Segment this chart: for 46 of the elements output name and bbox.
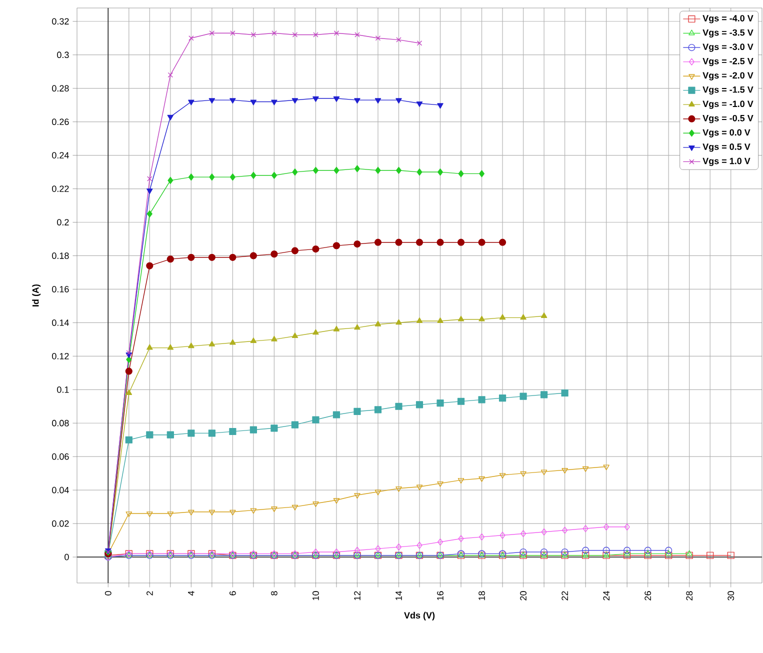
x-tick-label: 26 <box>644 591 652 600</box>
legend-label: Vgs = -3.0 V <box>702 44 754 52</box>
y-tick-label: 0.02 <box>52 520 69 527</box>
y-tick-label: 0 <box>64 554 69 560</box>
y-tick-label: 0.28 <box>52 85 69 92</box>
y-tick-label: 0.08 <box>52 420 69 426</box>
x-tick-label: 14 <box>396 591 402 600</box>
x-axis-title: Vds (V) <box>404 612 435 620</box>
x-tick-label: 20 <box>520 591 526 600</box>
x-tick-label: 2 <box>146 591 153 596</box>
y-tick-label: 0.04 <box>52 486 69 494</box>
y-tick-label: 0.3 <box>57 52 69 58</box>
x-tick-label: 18 <box>478 591 485 600</box>
x-tick-label: 30 <box>728 591 734 600</box>
y-axis-title: Id (A) <box>32 284 41 306</box>
y-tick-label: 0.22 <box>52 186 69 192</box>
legend-label: Vgs = 1.0 V <box>702 158 750 166</box>
x-tick-label: 22 <box>562 591 568 600</box>
legend-label: Vgs = 0.0 V <box>702 129 750 138</box>
x-tick-label: 10 <box>312 591 319 600</box>
legend-label: Vgs = -2.0 V <box>702 72 754 80</box>
x-tick-label: 24 <box>603 591 610 600</box>
x-tick-label: 0 <box>104 591 112 596</box>
y-tick-label: 0.2 <box>57 219 69 226</box>
legend-label: Vgs = -0.5 V <box>702 114 754 124</box>
x-tick-label: 4 <box>188 591 194 596</box>
y-tick-label: 0.06 <box>52 453 69 460</box>
y-tick-label: 0.14 <box>52 320 69 326</box>
legend-label: Vgs = -4.0 V <box>702 15 754 24</box>
legend-label: Vgs = -1.5 V <box>702 86 754 95</box>
legend-label: Vgs = -3.5 V <box>702 29 754 38</box>
x-tick-label: 8 <box>271 591 278 596</box>
y-tick-label: 0.18 <box>52 252 69 259</box>
y-tick-label: 0.16 <box>52 286 69 292</box>
legend-label: Vgs = -2.5 V <box>702 58 754 66</box>
legend-label: Vgs = -1.0 V <box>702 100 754 109</box>
legend-label: Vgs = 0.5 V <box>702 144 750 152</box>
y-tick-label: 0.1 <box>57 386 69 393</box>
y-tick-label: 0.32 <box>52 18 69 25</box>
x-tick-label: 6 <box>229 591 236 596</box>
x-tick-label: 28 <box>686 591 693 600</box>
y-tick-label: 0.24 <box>52 152 69 158</box>
y-tick-label: 0.26 <box>52 118 69 126</box>
y-tick-label: 0.12 <box>52 352 69 360</box>
x-tick-label: 12 <box>354 591 360 600</box>
x-tick-label: 16 <box>437 591 444 600</box>
